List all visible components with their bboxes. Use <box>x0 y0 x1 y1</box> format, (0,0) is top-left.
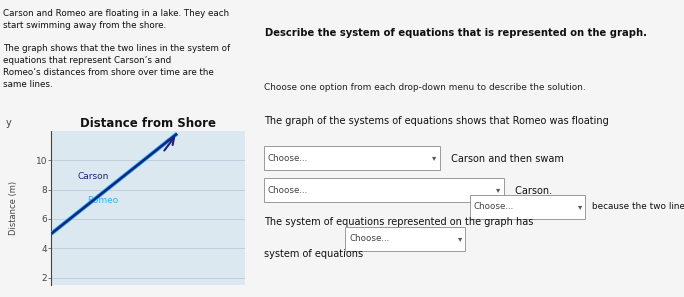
Text: y: y <box>6 118 12 128</box>
FancyBboxPatch shape <box>264 178 504 202</box>
Text: Distance (m): Distance (m) <box>9 181 18 235</box>
Text: The graph of the systems of equations shows that Romeo was floating: The graph of the systems of equations sh… <box>264 116 609 127</box>
Text: Carson.: Carson. <box>512 186 553 196</box>
Text: Carson: Carson <box>78 172 109 181</box>
Text: ▾: ▾ <box>578 202 582 211</box>
FancyBboxPatch shape <box>469 195 586 219</box>
Text: Carson and then swam: Carson and then swam <box>448 154 564 164</box>
FancyBboxPatch shape <box>264 146 440 170</box>
Text: Choose...: Choose... <box>268 154 308 162</box>
Text: ▾: ▾ <box>432 154 436 162</box>
Text: ▾: ▾ <box>458 234 462 243</box>
FancyBboxPatch shape <box>345 227 465 251</box>
Text: Choose...: Choose... <box>474 202 514 211</box>
Text: Choose...: Choose... <box>350 234 390 243</box>
Text: Choose...: Choose... <box>268 186 308 195</box>
Text: The system of equations represented on the graph has: The system of equations represented on t… <box>264 217 533 228</box>
Text: system of equations: system of equations <box>264 249 363 260</box>
Text: Carson and Romeo are floating in a lake. They each
start swimming away from the : Carson and Romeo are floating in a lake.… <box>3 9 231 89</box>
Text: ▾: ▾ <box>496 186 501 195</box>
Text: Describe the system of equations that is represented on the graph.: Describe the system of equations that is… <box>265 28 646 38</box>
Text: Choose one option from each drop-down menu to describe the solution.: Choose one option from each drop-down me… <box>264 83 586 92</box>
Text: because the two lines in th: because the two lines in th <box>592 202 684 211</box>
Title: Distance from Shore: Distance from Shore <box>80 116 216 129</box>
Text: Romeo: Romeo <box>88 196 119 205</box>
